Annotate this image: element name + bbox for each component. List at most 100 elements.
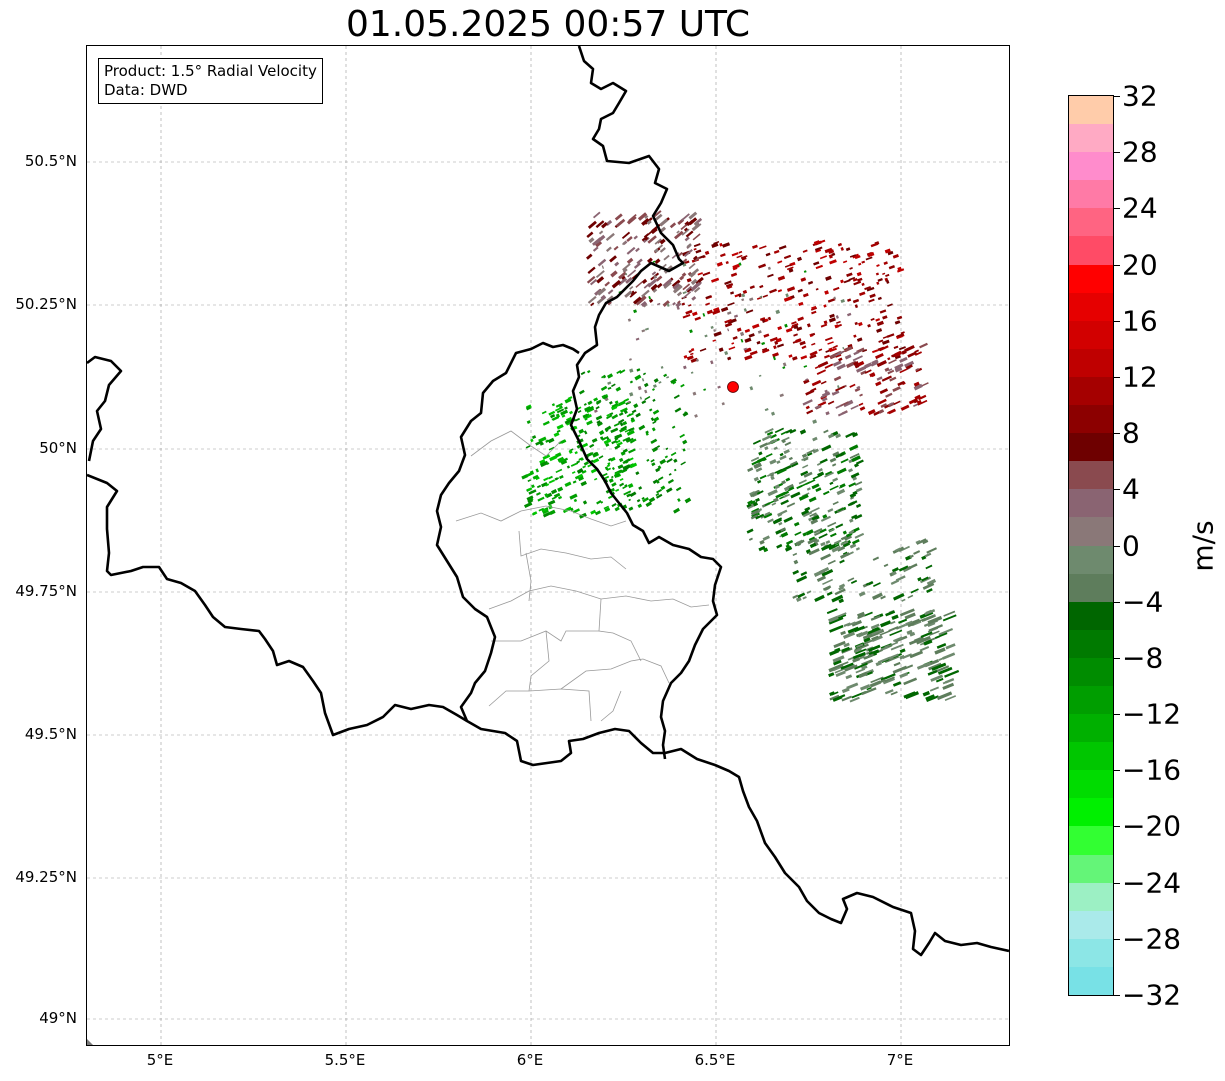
radar-site-marker[interactable] <box>727 381 739 393</box>
echo-cell <box>627 269 637 278</box>
echo-cell <box>666 487 673 493</box>
echo-cell <box>846 272 853 278</box>
echo-cell <box>793 333 798 337</box>
colorbar-tick-label: −8 <box>1122 641 1164 675</box>
echo-cell <box>578 428 585 434</box>
echo-cell <box>535 468 540 473</box>
echo-cell <box>657 465 662 470</box>
echo-cell <box>578 476 584 482</box>
echo-cell <box>622 485 628 490</box>
echo-cell <box>854 643 869 652</box>
map-canvas[interactable] <box>87 46 1009 1045</box>
echo-cell <box>890 691 898 696</box>
echo-cell <box>913 383 923 391</box>
echo-cell <box>764 408 769 412</box>
echo-cell <box>783 254 792 260</box>
echo-cell <box>652 388 655 391</box>
echo-cell <box>604 425 612 432</box>
echo-cell <box>629 392 634 397</box>
echo-cell <box>757 490 764 495</box>
echo-cell <box>853 334 857 338</box>
echo-cell <box>826 591 833 596</box>
echo-cell <box>642 497 649 503</box>
echo-cell <box>727 285 733 290</box>
data-source-label: Data: DWD <box>104 81 188 99</box>
echo-cell <box>617 277 628 286</box>
echo-cell <box>858 591 866 597</box>
echo-cell <box>564 481 572 488</box>
colorbar-segment <box>1069 320 1113 350</box>
colorbar-tick <box>1114 376 1120 378</box>
echo-cell <box>594 409 598 413</box>
echo-cell <box>699 348 707 352</box>
echo-cell <box>652 420 657 424</box>
echo-cell <box>854 304 859 309</box>
echo-cell <box>705 302 711 306</box>
echo-cell <box>761 347 768 352</box>
echo-cell <box>780 499 789 506</box>
echo-cell <box>824 586 830 591</box>
echo-cell <box>741 293 746 298</box>
echo-cell <box>654 446 659 451</box>
echo-cell <box>852 278 858 282</box>
echo-cell <box>828 254 833 259</box>
echo-cell <box>894 320 901 325</box>
echo-cell <box>658 381 662 384</box>
echo-cell <box>606 467 612 471</box>
colorbar-tick <box>1114 264 1120 266</box>
echo-cell <box>796 326 803 332</box>
echo-cell <box>789 428 797 434</box>
echo-cell <box>847 577 855 582</box>
echo-cell <box>847 343 853 348</box>
echo-cell <box>695 276 704 285</box>
echo-cell <box>644 327 650 331</box>
echo-cell <box>893 661 901 667</box>
echo-cell <box>549 455 558 462</box>
echo-cell <box>778 521 783 526</box>
map-panel[interactable]: Product: 1.5° Radial Velocity Data: DWD <box>86 45 1010 1046</box>
echo-cell <box>857 611 865 618</box>
echo-cell <box>655 275 663 282</box>
echo-cell <box>759 442 769 449</box>
radar-velocity-echoes <box>521 210 960 703</box>
echo-cell <box>619 482 625 487</box>
echo-cell <box>796 575 808 583</box>
echo-cell <box>697 272 703 276</box>
echo-cell <box>643 233 649 238</box>
echo-cell <box>842 348 850 353</box>
echo-cell <box>673 468 677 472</box>
echo-cell <box>783 493 791 499</box>
echo-cell <box>840 662 854 670</box>
echo-cell <box>811 483 820 490</box>
echo-cell <box>834 324 839 329</box>
echo-cell <box>600 501 604 504</box>
echo-cell <box>834 350 844 357</box>
echo-cell <box>829 528 835 532</box>
echo-cell <box>543 477 549 482</box>
echo-cell <box>753 476 759 482</box>
colorbar-segment <box>1069 405 1113 434</box>
echo-cell <box>756 340 761 345</box>
echo-cell <box>928 624 943 632</box>
echo-cell <box>618 271 627 280</box>
echo-cell <box>631 409 637 414</box>
echo-cell <box>876 281 880 285</box>
echo-cell <box>652 479 659 485</box>
echo-cell <box>802 532 807 537</box>
echo-cell <box>653 384 657 388</box>
echo-cell <box>926 588 933 593</box>
echo-cell <box>645 432 649 436</box>
echo-cell <box>574 475 580 480</box>
echo-cell <box>879 345 889 352</box>
echo-cell <box>580 371 586 376</box>
echo-cell <box>690 371 694 374</box>
echo-cell <box>920 631 933 639</box>
colorbar-tick <box>1114 995 1120 996</box>
echo-cell <box>913 550 921 555</box>
echo-cell <box>580 457 584 461</box>
echo-cell <box>651 462 656 467</box>
echo-cell <box>593 451 598 456</box>
echo-cell <box>779 452 784 457</box>
echo-cell <box>854 662 868 670</box>
echo-cell <box>693 255 698 261</box>
